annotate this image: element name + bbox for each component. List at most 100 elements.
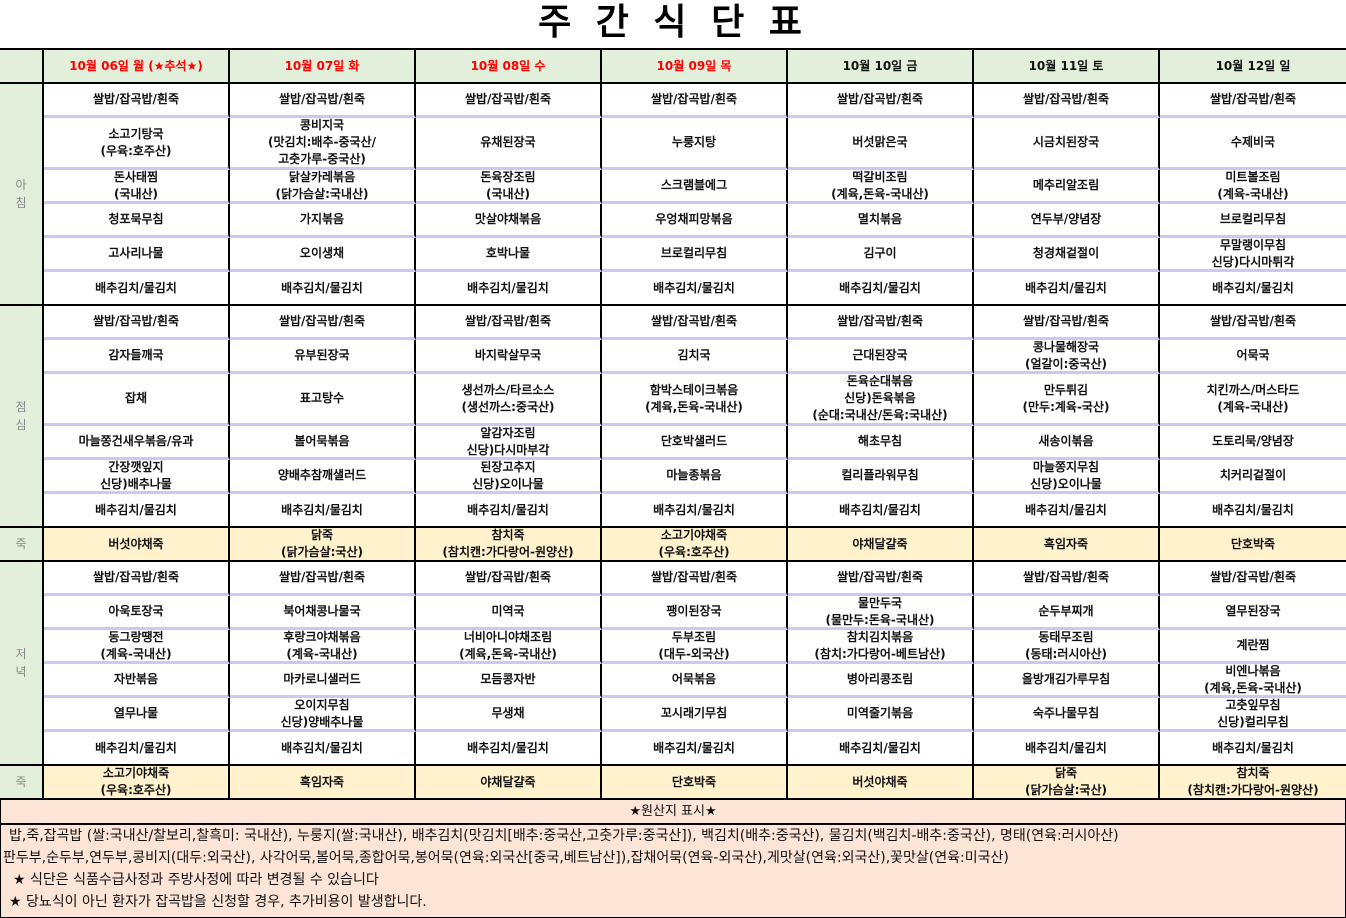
menu-cell: 흑임자죽 — [974, 528, 1160, 562]
menu-cell: 스크램블에그 — [602, 170, 788, 204]
menu-cell: 배추김치/물김치 — [416, 272, 602, 306]
day-header: 10월 09일 목 — [602, 48, 788, 84]
origin-heading: ★원산지 표시★ — [1, 800, 1345, 825]
day-header: 10월 07일 화 — [230, 48, 416, 84]
menu-cell: 쌀밥/잡곡밥/흰죽 — [44, 562, 230, 596]
menu-cell: 꼬시래기무침 — [602, 698, 788, 732]
menu-row: 간장깻잎지 신당)배추나물 양배추참깨샐러드 된장고추지 신당)오이나물 마늘종볶음 컬… — [44, 460, 1346, 494]
menu-cell: 간장깻잎지 신당)배추나물 — [44, 460, 230, 494]
menu-row: 감자들깨국 유부된장국 바지락살무국 김치국 근대된장국 콩나물해장국 (얼갈이:중국산)… — [44, 340, 1346, 374]
menu-cell: 아욱토장국 — [44, 596, 230, 630]
menu-cell: 마카로니샐러드 — [230, 664, 416, 698]
menu-cell: 참치죽 (참치캔:가다랑어-원양산) — [416, 528, 602, 562]
menu-cell: 마늘종볶음 — [602, 460, 788, 494]
menu-cell: 쌀밥/잡곡밥/흰죽 — [44, 84, 230, 118]
menu-cell: 브로컬리무침 — [1160, 204, 1346, 238]
day-header: 10월 08일 수 — [416, 48, 602, 84]
menu-cell: 쌀밥/잡곡밥/흰죽 — [230, 562, 416, 596]
menu-cell: 함박스테이크볶음 (계육,돈육-국내산) — [602, 374, 788, 426]
menu-cell: 참치김치볶음 (참치:가다랑어-베트남산) — [788, 630, 974, 664]
menu-table: 10월 06일 월 (★추석★) 10월 07일 화 10월 08일 수 10월 09… — [0, 48, 1346, 800]
menu-cell: 배추김치/물김치 — [230, 732, 416, 766]
menu-cell: 떡갈비조림 (계육,돈육-국내산) — [788, 170, 974, 204]
menu-cell: 메추리알조림 — [974, 170, 1160, 204]
menu-cell: 근대된장국 — [788, 340, 974, 374]
menu-cell: 쌀밥/잡곡밥/흰죽 — [44, 306, 230, 340]
menu-cell: 배추김치/물김치 — [1160, 732, 1346, 766]
menu-cell: 쌀밥/잡곡밥/흰죽 — [602, 306, 788, 340]
menu-cell: 우엉채피망볶음 — [602, 204, 788, 238]
menu-cell: 돈육장조림 (국내산) — [416, 170, 602, 204]
menu-cell: 김구이 — [788, 238, 974, 272]
menu-cell: 모듬콩자반 — [416, 664, 602, 698]
menu-cell: 쌀밥/잡곡밥/흰죽 — [230, 306, 416, 340]
menu-cell: 알감자조림 신당)다시마부각 — [416, 426, 602, 460]
menu-cell: 배추김치/물김치 — [230, 494, 416, 528]
menu-cell: 브로컬리무침 — [602, 238, 788, 272]
menu-cell: 돈육순대볶음 신당)돈육볶음 (순대:국내산/돈육:국내산) — [788, 374, 974, 426]
menu-cell: 된장고추지 신당)오이나물 — [416, 460, 602, 494]
menu-cell: 열무된장국 — [1160, 596, 1346, 630]
menu-cell: 쌀밥/잡곡밥/흰죽 — [230, 84, 416, 118]
menu-row: 청포묵무침 가지볶음 맛살야채볶음 우엉채피망볶음 멸치볶음 연두부/양념장 브로컬리무침 — [44, 204, 1346, 238]
menu-cell: 쌀밥/잡곡밥/흰죽 — [974, 84, 1160, 118]
menu-row: 쌀밥/잡곡밥/흰죽 쌀밥/잡곡밥/흰죽 쌀밥/잡곡밥/흰죽 쌀밥/잡곡밥/흰죽 쌀밥/잡… — [44, 84, 1346, 118]
menu-cell: 너비아니야채조림 (계육,돈육-국내산) — [416, 630, 602, 664]
menu-cell: 배추김치/물김치 — [44, 272, 230, 306]
menu-cell: 볼어묵볶음 — [230, 426, 416, 460]
menu-cell: 배추김치/물김치 — [44, 494, 230, 528]
menu-row: 마늘쫑건새우볶음/유과 볼어묵볶음 알감자조림 신당)다시마부각 단호박샐러드 해초무침… — [44, 426, 1346, 460]
menu-cell: 배추김치/물김치 — [602, 732, 788, 766]
meal-block: 아 침 쌀밥/잡곡밥/흰죽 쌀밥/잡곡밥/흰죽 쌀밥/잡곡밥/흰죽 쌀밥/잡곡밥/흰죽 쌀… — [0, 84, 1346, 306]
menu-cell: 새송이볶음 — [974, 426, 1160, 460]
page-title: 주 간 식 단 표 — [538, 2, 808, 43]
meal-rows: 쌀밥/잡곡밥/흰죽 쌀밥/잡곡밥/흰죽 쌀밥/잡곡밥/흰죽 쌀밥/잡곡밥/흰죽 쌀밥/잡… — [44, 562, 1346, 766]
menu-cell: 오이지무침 신당)양배추나물 — [230, 698, 416, 732]
meal-label: 저 녁 — [0, 562, 44, 766]
menu-cell: 치커리겉절이 — [1160, 460, 1346, 494]
menu-cell: 숙주나물무침 — [974, 698, 1160, 732]
meal-label: 죽 — [0, 766, 44, 800]
menu-cell: 쌀밥/잡곡밥/흰죽 — [788, 306, 974, 340]
menu-cell: 쌀밥/잡곡밥/흰죽 — [602, 562, 788, 596]
meal-rows: 쌀밥/잡곡밥/흰죽 쌀밥/잡곡밥/흰죽 쌀밥/잡곡밥/흰죽 쌀밥/잡곡밥/흰죽 쌀밥/잡… — [44, 306, 1346, 528]
menu-cell: 시금치된장국 — [974, 118, 1160, 170]
menu-cell: 배추김치/물김치 — [416, 494, 602, 528]
menu-cell: 표고탕수 — [230, 374, 416, 426]
menu-row: 쌀밥/잡곡밥/흰죽 쌀밥/잡곡밥/흰죽 쌀밥/잡곡밥/흰죽 쌀밥/잡곡밥/흰죽 쌀밥/잡… — [44, 562, 1346, 596]
menu-cell: 무말랭이무침 신당)다시마튀각 — [1160, 238, 1346, 272]
menu-cell: 자반볶음 — [44, 664, 230, 698]
menu-cell: 쌀밥/잡곡밥/흰죽 — [416, 306, 602, 340]
menu-cell: 계란찜 — [1160, 630, 1346, 664]
menu-cell: 두부조림 (대두-외국산) — [602, 630, 788, 664]
menu-cell: 야채달걀죽 — [788, 528, 974, 562]
menu-cell: 팽이된장국 — [602, 596, 788, 630]
menu-cell: 치킨까스/머스타드 (계육-국내산) — [1160, 374, 1346, 426]
notice-line: ★ 식단은 식품수급사정과 주방사정에 따라 변경될 수 있습니다 — [13, 872, 379, 888]
menu-row: 소고기탕국 (우육:호주산) 콩비지국 (맛김치:배추-중국산/ 고춧가루-중국산… — [44, 118, 1346, 170]
menu-cell: 버섯야채죽 — [44, 528, 230, 562]
menu-cell: 병아리콩조림 — [788, 664, 974, 698]
menu-cell: 소고기야채죽 (우육:호주산) — [602, 528, 788, 562]
menu-cell: 해초무침 — [788, 426, 974, 460]
menu-row: 자반볶음 마카로니샐러드 모듬콩자반 어묵볶음 병아리콩조림 올방개김가루무침 비엔나볶음 … — [44, 664, 1346, 698]
menu-cell: 흑임자죽 — [230, 766, 416, 800]
menu-cell: 마늘쫑건새우볶음/유과 — [44, 426, 230, 460]
menu-cell: 쌀밥/잡곡밥/흰죽 — [1160, 306, 1346, 340]
menu-cell: 쌀밥/잡곡밥/흰죽 — [974, 306, 1160, 340]
origin-line: 밥,죽,잡곡밥 (쌀:국내산/찰보리,찰흑미: 국내산), 누룽지(쌀:국내산)… — [9, 828, 1119, 844]
menu-cell: 고춧잎무침 신당)컬리무침 — [1160, 698, 1346, 732]
menu-cell: 단호박샐러드 — [602, 426, 788, 460]
menu-cell: 무생채 — [416, 698, 602, 732]
menu-cell: 미트볼조림 (계육-국내산) — [1160, 170, 1346, 204]
meal-rows: 소고기야채죽 (우육:호주산) 흑임자죽 야채달걀죽 단호박죽 버섯야채죽 닭죽 (닭가슴… — [44, 766, 1346, 800]
menu-cell: 배추김치/물김치 — [416, 732, 602, 766]
menu-row: 쌀밥/잡곡밥/흰죽 쌀밥/잡곡밥/흰죽 쌀밥/잡곡밥/흰죽 쌀밥/잡곡밥/흰죽 쌀밥/잡… — [44, 306, 1346, 340]
menu-cell: 어묵국 — [1160, 340, 1346, 374]
menu-cell: 버섯야채죽 — [788, 766, 974, 800]
menu-row: 배추김치/물김치 배추김치/물김치 배추김치/물김치 배추김치/물김치 배추김치/물김치… — [44, 494, 1346, 528]
menu-cell: 오이생채 — [230, 238, 416, 272]
menu-cell: 미역줄기볶음 — [788, 698, 974, 732]
menu-cell: 야채달걀죽 — [416, 766, 602, 800]
menu-cell: 순두부찌개 — [974, 596, 1160, 630]
